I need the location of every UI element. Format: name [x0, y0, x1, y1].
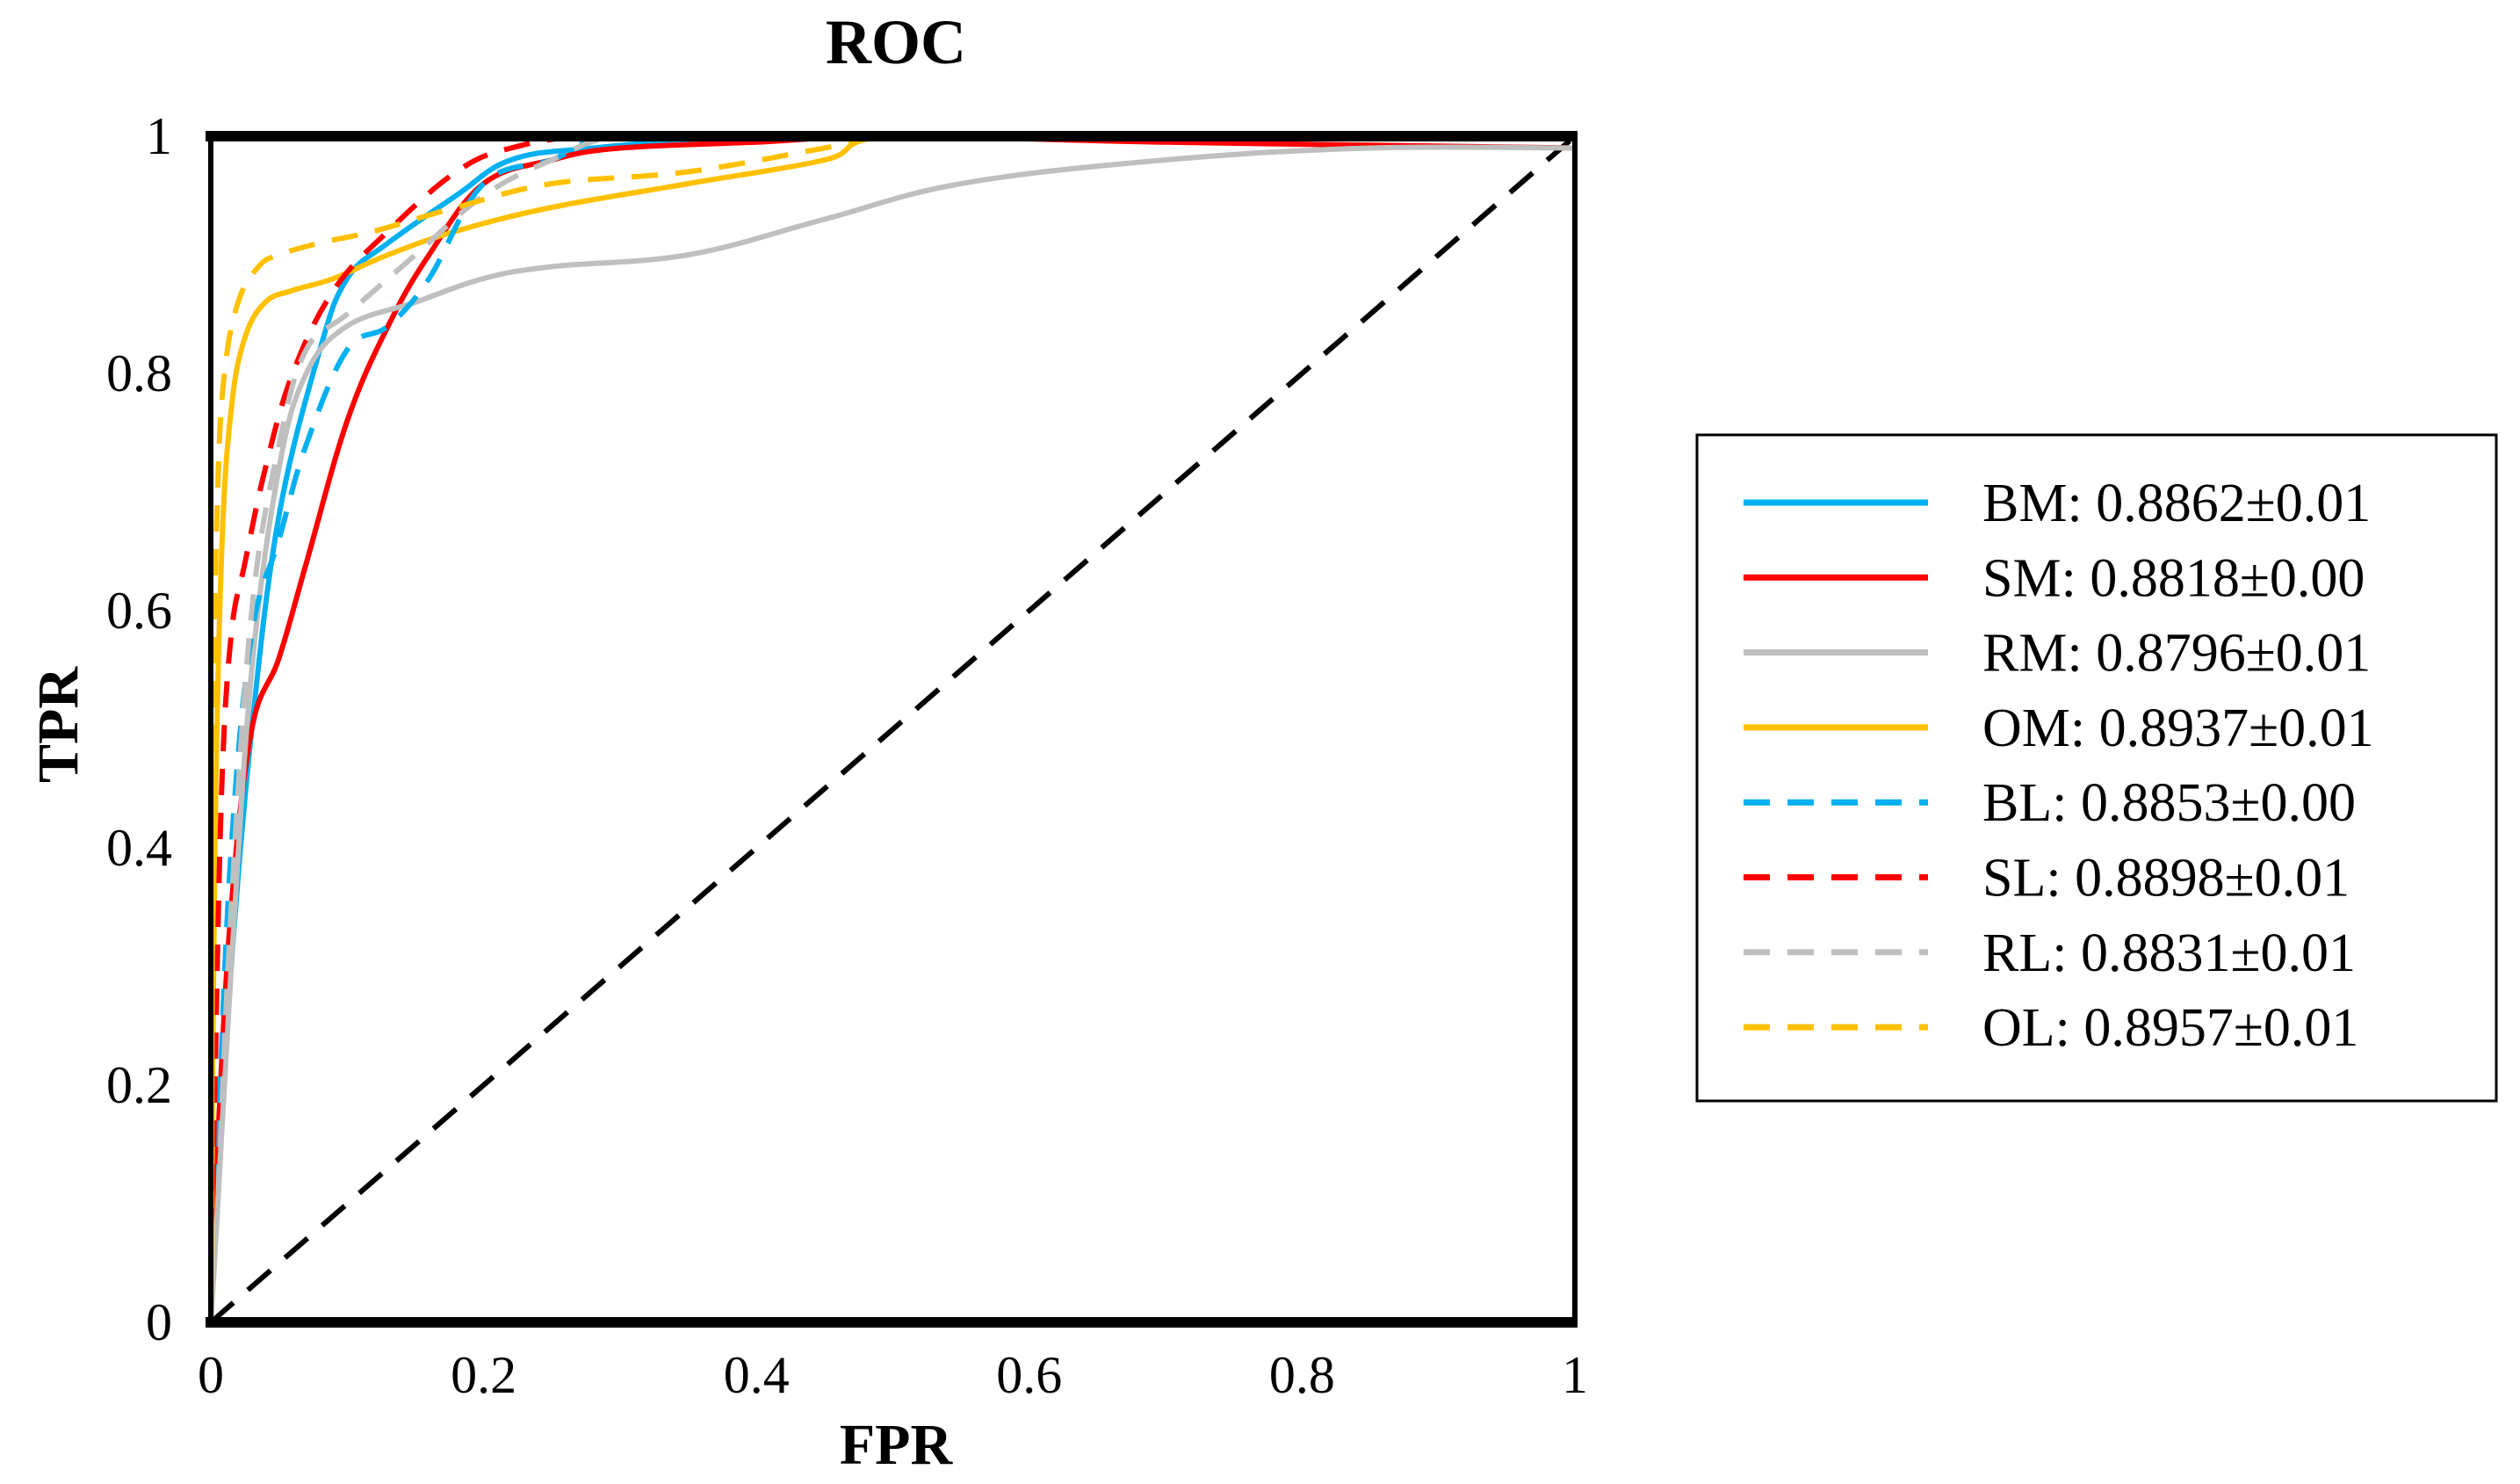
series-line-rm	[208, 144, 1576, 1323]
y-tick-label: 1	[146, 107, 172, 165]
legend-label-ol: OL: 0.8957±0.01	[1982, 998, 2358, 1058]
y-tick-label: 0.2	[106, 1056, 172, 1114]
y-tick-label: 0.6	[106, 582, 172, 640]
x-tick-label: 0.6	[996, 1346, 1062, 1404]
legend-label-om: OM: 0.8937±0.01	[1982, 699, 2374, 758]
reference-diagonal-line	[209, 134, 1577, 1325]
y-axis-label: TPR	[26, 666, 90, 783]
legend-box	[1695, 433, 2498, 1103]
x-tick-label: 0	[198, 1346, 224, 1404]
x-axis-ticks: 0 0.2 0.4 0.6 0.8 1	[198, 1346, 1588, 1404]
x-tick-label: 0.2	[451, 1346, 516, 1404]
legend-label-rl: RL: 0.8831±0.01	[1982, 923, 2356, 983]
legend-label-rm: RM: 0.8796±0.01	[1982, 624, 2371, 684]
x-axis-label: FPR	[840, 1413, 954, 1477]
legend-label-bl: BL: 0.8853±0.00	[1982, 773, 2356, 833]
legend-label-sm: SM: 0.8818±0.00	[1982, 548, 2365, 608]
x-tick-label: 0.8	[1269, 1346, 1335, 1404]
chart-title: ROC	[826, 7, 966, 77]
y-axis-ticks: 0 0.2 0.4 0.6 0.8 1	[106, 107, 172, 1351]
x-tick-label: 0.4	[724, 1346, 790, 1404]
legend-items: BM: 0.8862±0.01 SM: 0.8818±0.00 RM: 0.8796…	[1744, 474, 2374, 1058]
y-tick-label: 0.4	[106, 819, 172, 877]
y-tick-label: 0.8	[106, 344, 172, 402]
plot-frame	[206, 131, 1578, 1328]
legend-label-sl: SL: 0.8898±0.01	[1982, 849, 2350, 908]
x-tick-label: 1	[1562, 1346, 1588, 1404]
legend: BM: 0.8862±0.01 SM: 0.8818±0.00 RM: 0.8796…	[1695, 433, 2498, 1103]
y-tick-label: 0	[146, 1293, 172, 1351]
legend-label-bm: BM: 0.8862±0.01	[1982, 474, 2371, 533]
